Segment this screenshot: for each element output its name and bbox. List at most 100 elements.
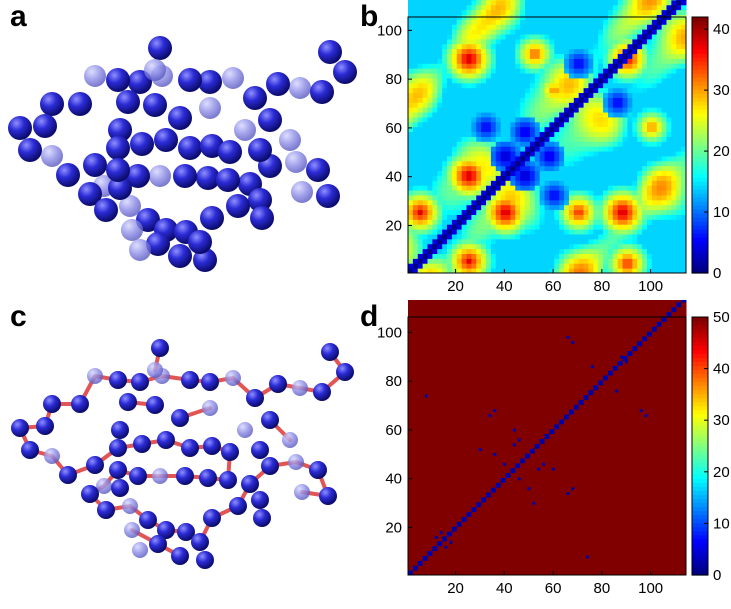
heatmap-cell — [437, 87, 443, 94]
heatmap-cell — [505, 565, 511, 571]
heatmap-cell — [500, 321, 507, 327]
heatmap-cell — [549, 43, 555, 50]
heatmap-cell — [486, 311, 492, 318]
heatmap-cell — [529, 53, 536, 59]
heatmap-cell — [622, 209, 628, 215]
heatmap-cell — [564, 190, 570, 196]
heatmap-cell — [471, 550, 477, 556]
heatmap-cell — [495, 38, 502, 45]
colorbar-segment — [692, 169, 708, 174]
heatmap-cell — [642, 77, 648, 84]
heatmap-cell — [593, 175, 599, 181]
heatmap-cell — [427, 165, 433, 172]
heatmap-cell — [427, 531, 433, 537]
heatmap-cell — [432, 521, 438, 527]
heatmap-cell — [505, 87, 511, 94]
heatmap-cell — [471, 160, 477, 167]
heatmap-cell — [476, 243, 482, 250]
heatmap-cell — [671, 34, 677, 40]
bead — [133, 435, 151, 453]
heatmap-cell — [476, 97, 482, 103]
heatmap-cell — [437, 316, 443, 322]
heatmap-cell — [539, 248, 546, 254]
heatmap-cell — [525, 97, 531, 103]
heatmap-cell — [534, 53, 541, 59]
heatmap-cell — [549, 136, 555, 142]
heatmap-cell — [427, 506, 433, 513]
heatmap-cell — [456, 365, 463, 371]
heatmap-cell — [642, 102, 648, 108]
bead — [282, 432, 298, 448]
heatmap-cell — [529, 214, 536, 220]
heatmap-cell — [510, 462, 516, 469]
heatmap-cell — [612, 136, 619, 142]
heatmap-cell — [481, 321, 487, 327]
heatmap-cell — [559, 82, 565, 89]
heatmap-cell — [593, 4, 599, 11]
heatmap-cell — [495, 229, 502, 235]
heatmap-cell — [510, 321, 516, 327]
heatmap-cell — [534, 219, 541, 225]
heatmap-cell — [447, 492, 453, 498]
heatmap-cell — [510, 43, 516, 50]
heatmap-cell — [476, 29, 482, 35]
heatmap-cell — [515, 433, 521, 439]
heatmap-cell — [627, 4, 633, 11]
heatmap-cell — [656, 34, 663, 40]
heatmap-cell — [656, 151, 663, 157]
heatmap-cell — [500, 53, 507, 59]
heatmap-cell — [466, 77, 472, 84]
heatmap-cell — [510, 233, 516, 240]
heatmap-cell — [490, 58, 497, 64]
heatmap-cell — [598, 151, 604, 157]
heatmap-cell — [632, 121, 638, 128]
heatmap-cell — [486, 68, 492, 74]
heatmap-cell — [466, 438, 472, 444]
heatmap-cell — [432, 306, 438, 313]
heatmap-cell — [656, 136, 663, 142]
heatmap-cell — [442, 121, 448, 128]
heatmap-cell — [461, 555, 468, 561]
heatmap-cell — [520, 433, 526, 439]
heatmap-cell — [578, 97, 585, 103]
heatmap-cell — [422, 379, 429, 386]
heatmap-cell — [500, 38, 507, 45]
heatmap-cell — [447, 423, 453, 430]
heatmap-cell — [622, 165, 628, 172]
heatmap-cell — [471, 321, 477, 327]
heatmap-cell — [500, 180, 507, 186]
heatmap-cell — [573, 141, 580, 147]
heatmap-cell — [568, 180, 575, 186]
heatmap-cell — [637, 63, 643, 69]
heatmap-cell — [549, 53, 555, 59]
heatmap-cell — [593, 190, 599, 196]
heatmap-cell — [427, 131, 433, 137]
heatmap-cell — [627, 92, 633, 98]
heatmap-cell — [422, 448, 429, 454]
heatmap-cell — [417, 555, 424, 561]
heatmap-cell — [461, 389, 468, 396]
heatmap-cell — [481, 511, 487, 517]
heatmap-cell — [544, 48, 550, 55]
heatmap-cell — [588, 136, 594, 142]
heatmap-cell — [495, 535, 502, 542]
heatmap-cell — [461, 487, 468, 493]
heatmap-cell — [627, 258, 633, 264]
heatmap-cell — [603, 107, 609, 113]
heatmap-cell — [529, 146, 536, 152]
heatmap-cell — [456, 0, 463, 6]
heatmap-cell — [417, 321, 424, 327]
heatmap-cell — [427, 53, 433, 59]
heatmap-cell — [471, 301, 477, 308]
heatmap-cell — [539, 29, 546, 35]
heatmap-cell — [456, 48, 463, 55]
heatmap-cell — [529, 19, 536, 25]
heatmap-cell — [408, 560, 414, 566]
heatmap-cell — [622, 53, 628, 59]
heatmap-cell — [471, 560, 477, 566]
heatmap-cell — [466, 194, 472, 201]
heatmap-cell — [642, 136, 648, 142]
heatmap-cell — [564, 214, 570, 220]
heatmap-cell — [466, 63, 472, 69]
heatmap-cell — [456, 248, 463, 254]
